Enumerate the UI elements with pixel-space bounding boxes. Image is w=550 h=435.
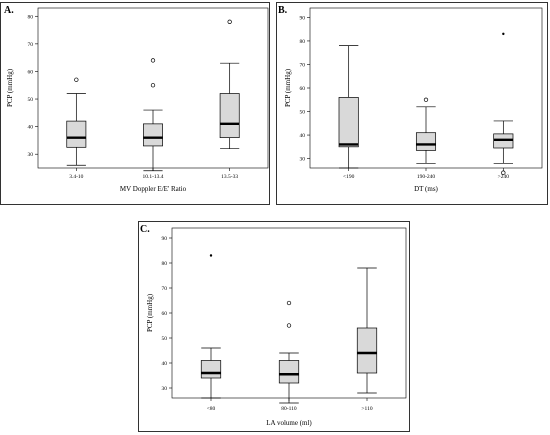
outlier-point	[74, 77, 79, 82]
extreme-point	[502, 32, 505, 36]
y-tick-label: 40	[162, 361, 168, 367]
x-axis-label: LA volume (ml)	[266, 419, 312, 427]
outlier-point	[501, 170, 506, 175]
outlier-point	[286, 300, 292, 306]
box-iqr	[415, 132, 437, 151]
extreme-point	[209, 254, 213, 257]
y-tick-label: 50	[28, 97, 34, 103]
box-iqr	[143, 123, 163, 147]
x-tick-label: 3.4-10	[69, 174, 83, 180]
y-tick-label: 80	[28, 14, 34, 20]
x-tick-label: 10.1-13.4	[142, 174, 163, 180]
panel-frame	[276, 2, 548, 205]
y-tick-label: 30	[162, 386, 168, 392]
y-tick-label: 40	[28, 125, 34, 131]
x-tick-label: 80-110	[281, 406, 297, 412]
panel-label: C.	[140, 224, 150, 235]
panel-label: B.	[278, 5, 288, 16]
box-iqr	[278, 360, 300, 384]
chart-panel: B. 30 40 50 60 70 80 90 PCP (mmHg) <190 190-240 >24…	[276, 2, 548, 205]
y-axis-label: PCP (mmHg)	[146, 293, 154, 332]
y-tick-label: 40	[300, 133, 306, 139]
outlier-point	[150, 58, 156, 63]
y-tick-label: 70	[162, 286, 168, 292]
y-tick-label: 90	[300, 15, 306, 21]
y-axis-label: PCP (mmHg)	[284, 68, 292, 107]
y-tick-label: 80	[300, 39, 306, 45]
x-tick-label: 13.5-33	[221, 174, 238, 180]
box-iqr	[338, 97, 359, 148]
y-tick-label: 70	[28, 42, 34, 48]
outlier-point	[286, 323, 292, 328]
outlier-point	[423, 97, 429, 102]
y-tick-label: 60	[162, 311, 168, 317]
box-iqr	[219, 93, 240, 139]
x-axis-label: DT (ms)	[414, 185, 438, 193]
chart-panel: C. 30 40 50 60 70 80 90 PCP (mmHg) <80 80-110 >110 L…	[138, 221, 410, 432]
x-axis-label: MV Doppler E/E' Ratio	[120, 185, 187, 193]
y-tick-label: 30	[300, 157, 306, 163]
y-tick-label: 30	[28, 152, 34, 158]
box-iqr	[356, 327, 378, 374]
y-tick-label: 70	[300, 62, 306, 68]
box-iqr	[66, 120, 87, 148]
y-tick-label: 80	[162, 261, 168, 267]
panel-frame	[138, 221, 410, 432]
outlier-point	[227, 19, 232, 24]
x-tick-label: <80	[207, 406, 216, 412]
box-iqr	[200, 360, 222, 379]
chart-panel: A. 30 40 50 60 70 80 PCP (mmHg) 3.4-10 10.1-13.4 1…	[0, 2, 270, 205]
y-tick-label: 90	[162, 236, 168, 242]
y-tick-label: 60	[300, 86, 306, 92]
outlier-point	[150, 83, 156, 88]
panel-frame	[0, 2, 270, 205]
y-axis-label: PCP (mmHg)	[6, 68, 14, 107]
y-tick-label: 60	[28, 69, 34, 75]
x-tick-label: >240	[498, 174, 510, 180]
x-tick-label: 190-240	[417, 174, 436, 180]
x-tick-label: <190	[343, 174, 355, 180]
y-tick-label: 50	[300, 110, 306, 116]
x-tick-label: >110	[361, 406, 372, 412]
y-tick-label: 50	[162, 336, 168, 342]
panel-label: A.	[4, 5, 14, 16]
